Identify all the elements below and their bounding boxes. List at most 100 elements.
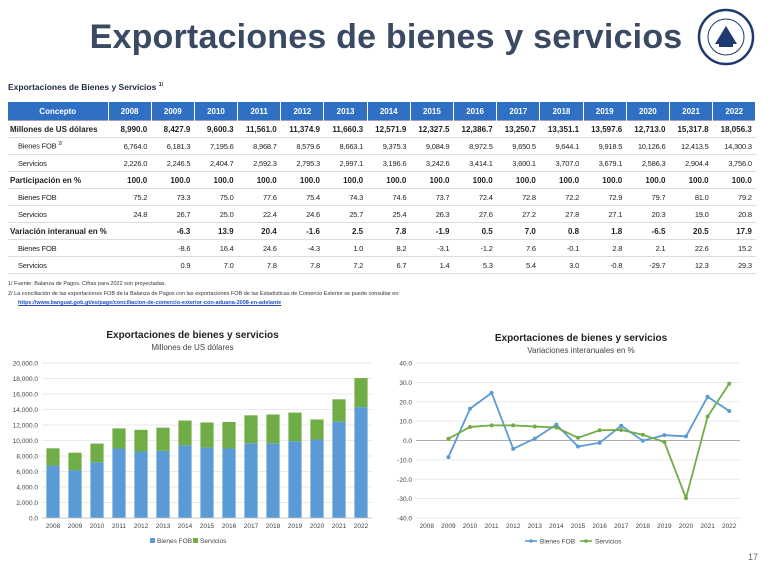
- point-servicios: [532, 424, 537, 429]
- table-cell: 12,413.5: [669, 137, 713, 155]
- y-tick-label: 2,000.0: [16, 500, 38, 507]
- table-cell: 11,660.3: [323, 120, 368, 138]
- bar-bienes-fob: [68, 470, 82, 518]
- y-tick-label: 16,000.0: [13, 392, 39, 399]
- point-bienes-fob: [705, 394, 710, 399]
- y-tick-label: 20,000.0: [13, 361, 39, 368]
- bar-bienes-fob: [266, 443, 280, 518]
- table-cell: 27.2: [496, 205, 540, 223]
- legend-marker: [584, 539, 588, 543]
- table-cell: -1.6: [280, 222, 324, 240]
- column-header-year: 2009: [151, 102, 195, 121]
- table-cell: 3,600.1: [496, 154, 540, 172]
- table-cell: 9,918.5: [583, 137, 627, 155]
- table-cell: 73.7: [410, 188, 454, 206]
- table-cell: -0.8: [583, 256, 627, 274]
- table-cell: 2,592.3: [237, 154, 281, 172]
- point-servicios: [468, 424, 472, 429]
- table-cell: 2,997.1: [323, 154, 368, 172]
- table-cell: 8,579.6: [280, 137, 324, 155]
- legend-label: Bienes FOB: [157, 538, 192, 545]
- table-cell: 7.8: [280, 256, 324, 274]
- table-cell: 26.3: [410, 205, 454, 223]
- x-tick-label: 2017: [244, 523, 259, 530]
- table-cell: 13,597.6: [583, 120, 627, 138]
- table-cell: 100.0: [712, 171, 756, 189]
- point-servicios: [619, 428, 624, 433]
- table-cell: 0.5: [453, 222, 497, 240]
- table-cell: 72.2: [539, 188, 584, 206]
- point-servicios: [640, 432, 645, 437]
- bar-servicios: [178, 420, 192, 446]
- table-cell: 11,561.0: [237, 120, 281, 138]
- bar-servicios: [134, 429, 148, 452]
- point-bienes-fob: [446, 455, 451, 460]
- table-cell: 3,196.6: [367, 154, 411, 172]
- table-cell: 20.3: [626, 205, 670, 223]
- slide-title: Exportaciones de bienes y servicios: [89, 18, 683, 56]
- point-servicios: [705, 414, 710, 419]
- table-cell: 20.8: [712, 205, 756, 223]
- point-servicios: [511, 423, 516, 428]
- table-cell: 13.9: [194, 222, 238, 240]
- conciliation-link[interactable]: https://www.banguat.gob.gt/es/page/conci…: [18, 300, 282, 306]
- table-cell: 8,663.1: [323, 137, 368, 155]
- table-cell: 15,317.8: [669, 120, 713, 138]
- y-tick-label: 8,000.0: [16, 454, 38, 461]
- bar-servicios: [112, 428, 126, 449]
- table-cell: 3,242.6: [410, 154, 454, 172]
- y-tick-label: 6,000.0: [16, 469, 38, 476]
- table-cell: 2,246.5: [151, 154, 195, 172]
- table-cell: 100.0: [367, 171, 411, 189]
- column-header-concepto: Concepto: [8, 102, 109, 121]
- table-cell: 6.7: [367, 256, 411, 274]
- row-label: Servicios: [8, 205, 108, 223]
- table-cell: 2,586.3: [626, 154, 670, 172]
- table-cell: 7.8: [367, 222, 411, 240]
- table-cell: 24.6: [237, 239, 281, 257]
- table-cell: 7.6: [496, 239, 540, 257]
- table-cell: 72.9: [583, 188, 627, 206]
- x-tick-label: 2020: [310, 523, 325, 530]
- bar-bienes-fob: [200, 447, 214, 518]
- column-header-year: 2022: [712, 102, 757, 121]
- table-cell: [108, 256, 152, 274]
- table-cell: 74.6: [367, 188, 411, 206]
- x-tick-label: 2020: [679, 523, 694, 530]
- table-cell: 17.9: [712, 222, 756, 240]
- table-cell: 75.4: [280, 188, 324, 206]
- table-cell: 2.1: [626, 239, 670, 257]
- table-cell: 20.4: [237, 222, 281, 240]
- table-cell: 81.0: [669, 188, 713, 206]
- column-header-year: 2018: [539, 102, 584, 121]
- column-header-year: 2008: [108, 102, 152, 121]
- x-tick-label: 2021: [332, 523, 347, 530]
- table-cell: 9,650.5: [496, 137, 540, 155]
- table-cell: 100.0: [323, 171, 368, 189]
- point-bienes-fob: [532, 436, 537, 441]
- line-chart: 40.0 30.0 20.0 10.0 0.0 -10.0 -20.0 -30.0 -40.0 2…: [397, 361, 740, 546]
- table-cell: -1.9: [410, 222, 454, 240]
- table-cell: 24.8: [108, 205, 152, 223]
- column-header-year: 2013: [323, 102, 368, 121]
- table-row: Servicios 2,226.0 2,246.5 2,404.7 2,592.3 2,7…: [8, 154, 756, 172]
- table-cell: 3,679.1: [583, 154, 627, 172]
- row-label: Millones de US dólares: [8, 120, 108, 138]
- bar-servicios: [46, 448, 60, 466]
- x-tick-label: 2016: [222, 523, 237, 530]
- x-tick-label: 2018: [636, 523, 651, 530]
- y-tick-label: 20.0: [399, 399, 412, 406]
- table-cell: 25.7: [323, 205, 368, 223]
- table-cell: 9,644.1: [539, 137, 584, 155]
- point-bienes-fob: [468, 406, 472, 411]
- column-header-year: 2015: [410, 102, 455, 121]
- table-cell: 12,571.9: [367, 120, 411, 138]
- table-cell: 12,327.5: [410, 120, 454, 138]
- point-bienes-fob: [727, 409, 732, 414]
- legend-marker: [529, 539, 533, 543]
- table-cell: 100.0: [108, 171, 152, 189]
- table-cell: 1.8: [583, 222, 627, 240]
- table-cell: 2.8: [583, 239, 627, 257]
- line-bienes-fob: [447, 391, 730, 458]
- x-tick-label: 2012: [134, 523, 149, 530]
